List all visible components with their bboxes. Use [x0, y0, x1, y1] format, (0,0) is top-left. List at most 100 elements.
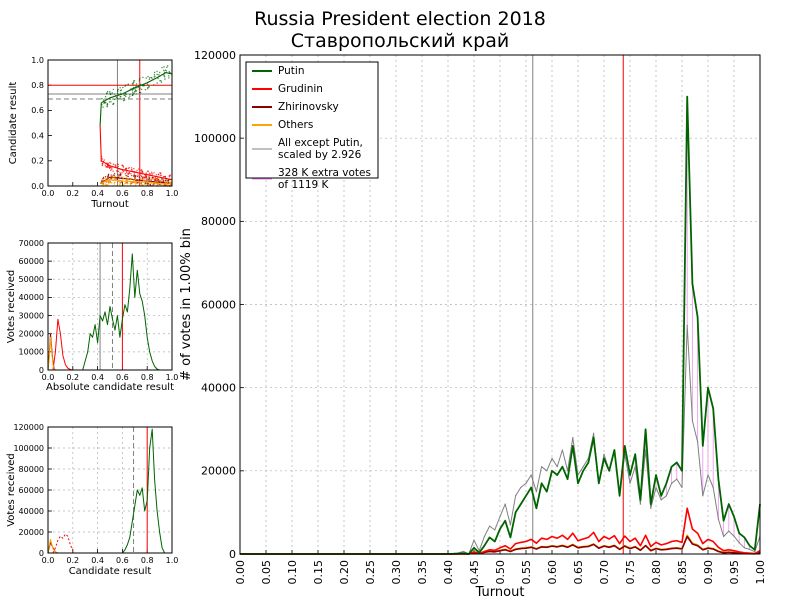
y-tick-label: 0.8: [31, 81, 44, 90]
x-tick-label: 0.95: [728, 560, 741, 585]
data-point-putin: [692, 283, 693, 284]
scatter-point-zhirinovsky: [141, 176, 142, 177]
data-point-scaled: [629, 483, 630, 484]
y-axis-label: Candidate result: [8, 82, 19, 165]
scatter-point-others: [152, 184, 153, 185]
data-point-zhirinovsky: [562, 545, 563, 546]
scatter-point-others: [123, 184, 124, 185]
scatter-point-others: [160, 181, 161, 182]
y-tick-label: 60000: [19, 486, 44, 495]
scatter-point-grudinin: [138, 168, 139, 169]
data-point-zhirinovsky: [687, 536, 688, 537]
scatter-point-grudinin: [129, 172, 130, 173]
x-tick-label: 0.50: [494, 560, 507, 585]
scatter-point-grudinin: [111, 167, 112, 168]
x-tick-label: 0.15: [312, 560, 325, 585]
data-point-grudinin: [603, 536, 604, 537]
scatter-point-putin: [154, 74, 155, 75]
data-point-zhirinovsky: [510, 551, 511, 552]
scatter-point-putin: [159, 72, 160, 73]
data-point-grudinin: [681, 542, 682, 543]
x-tick-label: 1.0: [166, 556, 179, 565]
scatter-point-others: [144, 184, 145, 185]
data-point-zhirinovsky: [655, 548, 656, 549]
data-point-grudinin: [666, 543, 667, 544]
data-point-putin: [650, 504, 651, 505]
data-point-grudinin: [541, 538, 542, 539]
x-tick-label: 0.8: [141, 189, 154, 198]
scatter-point-putin: [144, 85, 145, 86]
data-point-putin: [536, 508, 537, 509]
scatter-point-grudinin: [133, 174, 134, 175]
scatter-point-putin: [114, 99, 115, 100]
scatter-point-putin: [167, 65, 168, 66]
y-tick-label: 20000: [19, 330, 44, 339]
x-tick-label: 0.2: [66, 373, 79, 382]
data-point-scaled: [463, 551, 464, 552]
scatter-point-others: [140, 178, 141, 179]
data-point-putin: [723, 520, 724, 521]
y-tick-label: 0: [39, 549, 44, 558]
y-tick-label: 60000: [19, 257, 44, 266]
data-point-zhirinovsky: [588, 546, 589, 547]
x-tick-label: 0.00: [234, 560, 247, 585]
scatter-point-putin: [139, 78, 140, 79]
scatter-point-zhirinovsky: [139, 176, 140, 177]
data-point-zhirinovsky: [650, 550, 651, 551]
data-point-scaled: [718, 518, 719, 519]
scatter-point-putin: [122, 87, 123, 88]
data-point-grudinin: [598, 541, 599, 542]
scatter-point-zhirinovsky: [133, 175, 134, 176]
data-point-grudinin: [484, 551, 485, 552]
x-tick-label: 1.00: [754, 560, 767, 585]
scatter-point-grudinin: [153, 172, 154, 173]
legend-label-grudinin: Grudinin: [278, 83, 323, 95]
data-point-putin: [510, 537, 511, 538]
data-point-scaled: [733, 536, 734, 537]
data-point-zhirinovsky: [499, 550, 500, 551]
data-point-zhirinovsky: [494, 551, 495, 552]
scatter-point-grudinin: [102, 165, 103, 166]
scatter-point-putin: [132, 82, 133, 83]
data-point-putin: [489, 537, 490, 538]
scatter-point-others: [145, 180, 146, 181]
data-point-grudinin: [551, 536, 552, 537]
scatter-point-others: [153, 178, 154, 179]
data-point-zhirinovsky: [593, 544, 594, 545]
scatter-point-putin: [142, 77, 143, 78]
scatter-point-putin: [119, 87, 120, 88]
scatter-point-others: [119, 184, 120, 185]
scatter-point-putin: [124, 99, 125, 100]
x-tick-label: 0.10: [286, 560, 299, 585]
data-point-zhirinovsky: [520, 548, 521, 549]
scatter-point-grudinin: [144, 177, 145, 178]
scatter-point-putin: [120, 96, 121, 97]
scatter-point-others: [158, 184, 159, 185]
data-point-putin: [525, 495, 526, 496]
scatter-point-zhirinovsky: [148, 177, 149, 178]
scatter-point-putin: [104, 102, 105, 103]
scatter-point-grudinin: [118, 166, 119, 167]
data-point-scaled: [707, 474, 708, 475]
scatter-point-putin: [124, 95, 125, 96]
scatter-point-zhirinovsky: [135, 176, 136, 177]
data-point-scaled: [713, 487, 714, 488]
scatter-point-putin: [129, 95, 130, 96]
x-tick-label: 0.70: [598, 560, 611, 585]
turnout-scatter-chart: 0.00.20.40.60.81.00.00.20.40.60.81.0Turn…: [8, 56, 178, 210]
scatter-point-putin: [135, 90, 136, 91]
scatter-point-grudinin: [121, 172, 122, 173]
scatter-point-others: [119, 182, 120, 183]
scatter-point-grudinin: [155, 177, 156, 178]
scatter-point-putin: [114, 93, 115, 94]
scatter-point-zhirinovsky: [107, 176, 108, 177]
scatter-point-putin: [120, 93, 121, 94]
scatter-point-grudinin: [152, 173, 153, 174]
scatter-point-grudinin: [156, 174, 157, 175]
scatter-point-grudinin: [104, 159, 105, 160]
scatter-point-putin: [147, 88, 148, 89]
scatter-point-putin: [161, 82, 162, 83]
data-point-grudinin: [531, 539, 532, 540]
data-point-putin: [609, 470, 610, 471]
x-tick-label: 0.55: [520, 560, 533, 585]
